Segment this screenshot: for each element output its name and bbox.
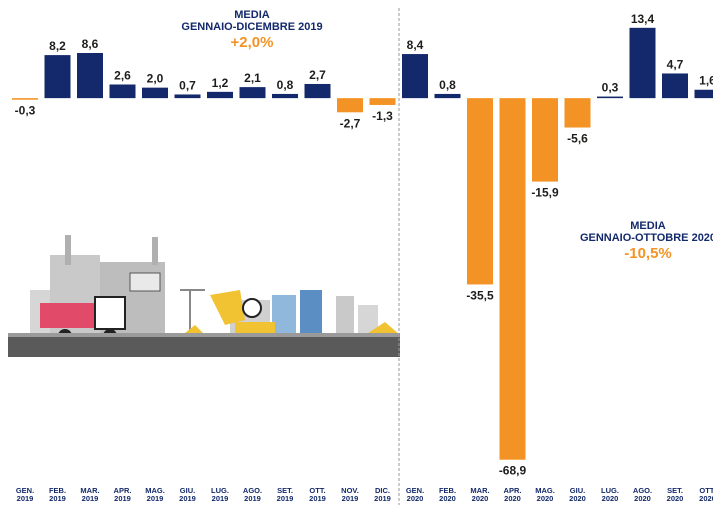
x-tick-label: DIC. 2019 (374, 486, 391, 503)
value-label: 8,2 (49, 39, 66, 53)
x-tick-label: AGO. 2019 (242, 486, 263, 503)
illustration (8, 235, 400, 357)
value-label: 0,8 (277, 78, 294, 92)
bar (629, 27, 656, 99)
x-tick-label: MAR. 2019 (80, 486, 100, 503)
x-tick-label: OTT. 2020 (699, 486, 713, 503)
annotation-title: MEDIA (630, 220, 666, 232)
bar (142, 87, 168, 99)
bar (109, 84, 136, 99)
x-tick-label: LUG. 2020 (601, 486, 619, 503)
x-tick-label: NOV. 2019 (341, 486, 359, 503)
value-label: 0,3 (602, 81, 619, 95)
value-label: -68,9 (499, 464, 527, 478)
value-label: -35,5 (466, 288, 494, 302)
bar (467, 98, 493, 285)
bar (304, 83, 331, 99)
annotation-title: GENNAIO-DICEMBRE 2019 (181, 21, 322, 33)
value-label: -5,6 (567, 132, 588, 146)
bar (12, 98, 38, 100)
value-label: -1,3 (372, 109, 393, 123)
value-label: 13,4 (631, 12, 655, 26)
x-tick-label: GIU. 2020 (569, 486, 586, 503)
value-label: 1,6 (699, 74, 713, 88)
x-tick-label: MAG. 2020 (535, 486, 555, 503)
value-label: 8,6 (82, 37, 99, 51)
bar (207, 91, 233, 99)
bar (77, 53, 103, 99)
value-label: 1,2 (212, 76, 229, 90)
bar (44, 55, 71, 99)
bar (272, 93, 298, 99)
x-tick-label: FEB. 2019 (48, 486, 67, 503)
bar (337, 98, 363, 113)
bar (662, 73, 688, 99)
value-label: 0,8 (439, 78, 456, 92)
bar (174, 94, 201, 99)
bar (532, 98, 558, 182)
x-tick-label: LUG. 2019 (211, 486, 229, 503)
value-label: 2,7 (309, 68, 326, 82)
x-tick-label: SET. 2020 (666, 486, 684, 503)
value-label: -15,9 (531, 186, 559, 200)
x-tick-label: APR. 2019 (113, 486, 132, 503)
bar (369, 98, 396, 105)
x-tick-label: GEN. 2020 (405, 486, 425, 503)
annotation-value: +2,0% (231, 34, 274, 51)
bar (239, 87, 266, 99)
x-tick-label: APR. 2020 (503, 486, 522, 503)
bar (564, 98, 591, 128)
value-label: 4,7 (667, 57, 684, 71)
bar (597, 96, 623, 99)
annotation-title: MEDIA (234, 9, 270, 21)
value-label: 2,1 (244, 71, 261, 85)
bar (694, 89, 713, 99)
bar (499, 98, 526, 460)
x-tick-label: OTT. 2019 (309, 486, 326, 503)
value-label: 8,4 (407, 38, 424, 52)
x-tick-label: GIU. 2019 (179, 486, 196, 503)
x-tick-label: SET. 2019 (276, 486, 294, 503)
x-tick-label: GEN. 2019 (15, 486, 35, 503)
x-tick-label: MAR. 2020 (470, 486, 490, 503)
bar (402, 54, 428, 99)
bar (434, 93, 461, 99)
value-label: 2,6 (114, 68, 131, 82)
x-tick-label: MAG. 2019 (145, 486, 165, 503)
value-label: -2,7 (340, 116, 361, 130)
value-label: -0,3 (15, 104, 36, 118)
x-tick-label: FEB. 2020 (438, 486, 457, 503)
value-label: 2,0 (147, 72, 164, 86)
x-tick-label: AGO. 2020 (632, 486, 653, 503)
annotation-title: GENNAIO-OTTOBRE 2020 (580, 232, 713, 244)
annotation-value: -10,5% (624, 245, 672, 262)
value-label: 0,7 (179, 78, 196, 92)
